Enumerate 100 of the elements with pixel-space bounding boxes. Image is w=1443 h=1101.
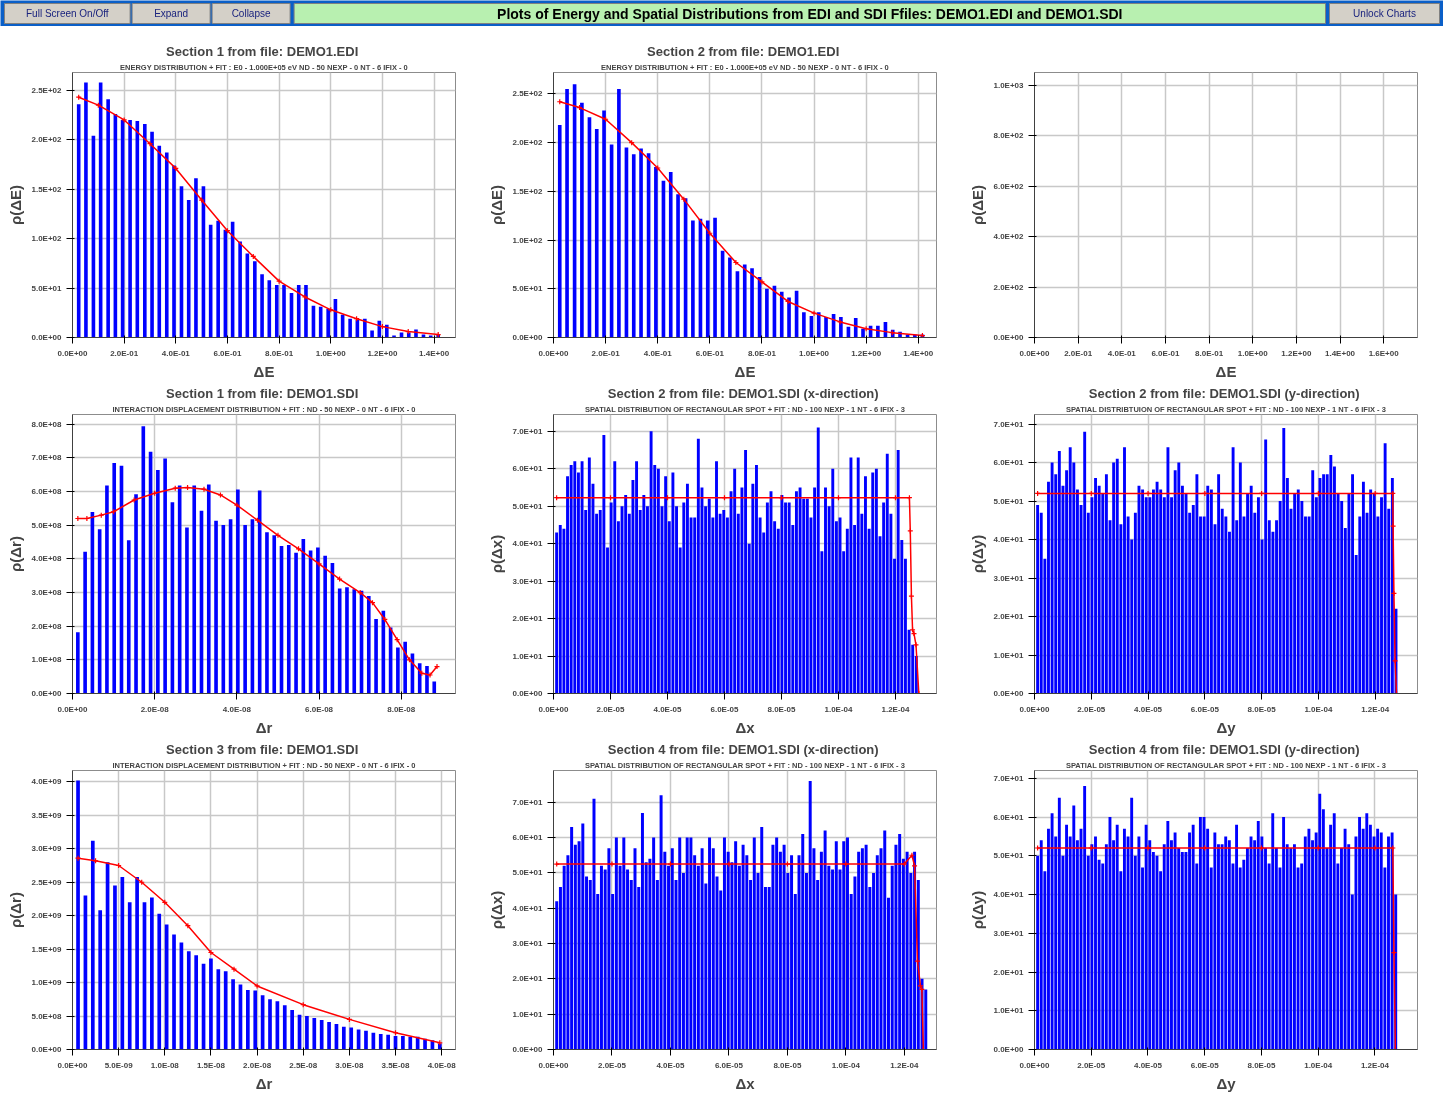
- x-tick-label: 2.0E-08: [243, 1060, 272, 1070]
- x-tick-label: 6.0E-05: [710, 704, 740, 714]
- text: Plots of Energy and Spatial Distributions from EDI and SDI Ffiles: DEMO1.EDI and DEMO1.SDI: [497, 5, 1123, 22]
- y-axis-title: ρ(ΔE): [488, 184, 506, 226]
- x-tick-label: 1.0E+00: [1237, 348, 1269, 358]
- x-tick-label: 2.0E-05: [1077, 704, 1106, 714]
- x-tick-label: 2.0E-05: [1077, 1060, 1106, 1070]
- x-tick-label: 2.0E-05: [597, 1060, 627, 1070]
- y-tick-label: 0.0E+00: [512, 689, 544, 698]
- y-tick-label: 4.0E+01: [512, 539, 544, 549]
- y-tick-label: 2.0E+01: [512, 614, 544, 624]
- y-tick-label: 2.0E+02: [512, 138, 544, 148]
- y-tick-label: 4.0E+01: [993, 535, 1025, 545]
- y-tick-label: 5.0E+08: [31, 1011, 63, 1021]
- y-tick-label: 5.0E+01: [993, 851, 1025, 861]
- x-tick-label: 4.0E-05: [656, 1060, 686, 1070]
- text: Unlock Charts: [1353, 8, 1416, 19]
- y-tick-label: 0.0E+00: [993, 689, 1025, 698]
- x-tick-label: 2.5E-08: [289, 1060, 318, 1070]
- y-tick-label: 2.0E+08: [31, 621, 63, 631]
- x-tick-label: 1.5E-08: [196, 1060, 226, 1070]
- y-tick-label: 5.0E+01: [512, 284, 544, 294]
- x-axis-title: Δr: [255, 1074, 273, 1092]
- y-axis-title: ρ(Δr): [7, 536, 25, 572]
- y-tick-label: 2.5E+02: [31, 85, 63, 95]
- x-tick-label: 3.5E-08: [381, 1060, 411, 1070]
- x-tick-label: 1.0E+00: [315, 348, 347, 358]
- y-tick-label: 6.0E+02: [993, 181, 1025, 191]
- chart-title: Section 1 from file: DEMO1.EDI: [166, 43, 359, 59]
- y-tick-label: 4.0E+08: [31, 554, 63, 564]
- y-tick-label: 7.0E+01: [512, 797, 544, 807]
- x-tick-label: 0.0E+00: [57, 348, 89, 358]
- x-tick-label: 8.0E-01: [1195, 348, 1224, 358]
- y-tick-label: 8.0E+02: [993, 131, 1025, 141]
- y-tick-label: 8.0E+08: [31, 419, 63, 429]
- y-tick-label: 5.0E+08: [31, 520, 63, 530]
- x-tick-label: 8.0E-08: [387, 704, 416, 714]
- chart-title: Section 2 from file: DEMO1.SDI (x-direction): [607, 385, 879, 401]
- x-axis-title: Δy: [1216, 1074, 1237, 1092]
- y-tick-label: 0.0E+00: [512, 1045, 544, 1054]
- y-tick-label: 2.0E+01: [512, 974, 544, 984]
- y-tick-label: 4.0E+01: [993, 890, 1025, 899]
- x-tick-label: 1.0E+00: [799, 348, 830, 358]
- y-axis-title: ρ(Δy): [969, 890, 987, 930]
- y-axis-title: ρ(Δx): [488, 534, 506, 574]
- x-tick-label: 0.0E+00: [57, 704, 89, 714]
- y-tick-label: 0.0E+00: [512, 333, 544, 342]
- y-tick-label: 3.0E+01: [512, 939, 544, 949]
- y-axis-title: ρ(Δr): [7, 892, 25, 928]
- x-tick-label: 8.0E-01: [265, 348, 294, 358]
- y-tick-label: 6.0E+01: [993, 458, 1025, 468]
- x-axis-title: Δr: [255, 718, 273, 736]
- x-tick-label: 3.0E-08: [335, 1060, 364, 1070]
- chart-title: Section 1 from file: DEMO1.SDI: [166, 385, 359, 401]
- text: Expand: [154, 8, 189, 19]
- y-tick-label: 1.0E+02: [512, 235, 544, 245]
- y-tick-label: 6.0E+08: [31, 487, 63, 497]
- x-tick-label: 0.0E+00: [57, 1060, 89, 1070]
- x-tick-label: 1.2E-04: [1361, 704, 1390, 714]
- y-tick-label: 1.0E+01: [993, 650, 1025, 660]
- x-tick-label: 2.0E-05: [596, 704, 626, 714]
- x-tick-label: 6.0E-05: [1190, 1060, 1220, 1070]
- x-tick-label: 8.0E-05: [1247, 704, 1277, 714]
- y-tick-label: 6.0E+01: [512, 833, 544, 843]
- x-axis-title: ΔE: [734, 362, 756, 380]
- x-tick-label: 1.6E+00: [1368, 348, 1400, 358]
- y-tick-label: 0.0E+00: [31, 689, 63, 698]
- y-tick-label: 3.5E+09: [31, 810, 63, 820]
- x-tick-label: 6.0E-05: [714, 1060, 744, 1070]
- x-tick-label: 1.2E-04: [890, 1060, 919, 1070]
- y-tick-label: 1.0E+02: [31, 234, 63, 244]
- y-axis-title: ρ(Δy): [969, 534, 987, 574]
- x-tick-label: 2.0E-08: [140, 704, 170, 714]
- x-tick-label: 4.0E-01: [161, 348, 191, 358]
- y-tick-label: 3.0E+09: [31, 844, 63, 854]
- x-tick-label: 6.0E-01: [1151, 348, 1180, 358]
- x-tick-label: 0.0E+00: [1019, 704, 1051, 714]
- x-tick-label: 4.0E-05: [1134, 704, 1163, 714]
- y-tick-label: 2.0E+02: [31, 135, 63, 145]
- chart-title: Section 4 from file: DEMO1.SDI (x-direction): [607, 741, 879, 757]
- x-tick-label: 1.4E+00: [903, 348, 934, 358]
- x-tick-label: 8.0E-05: [767, 704, 797, 714]
- x-tick-label: 0.0E+00: [538, 1060, 570, 1070]
- x-tick-label: 6.0E-01: [213, 348, 243, 358]
- x-tick-label: 1.2E+00: [367, 348, 398, 358]
- x-tick-label: 1.2E+00: [851, 348, 882, 358]
- y-tick-label: 1.5E+09: [31, 944, 63, 954]
- y-tick-label: 2.0E+02: [993, 282, 1025, 292]
- y-tick-label: 7.0E+08: [31, 453, 63, 463]
- y-tick-label: 2.5E+09: [31, 877, 63, 887]
- y-tick-label: 5.0E+01: [31, 283, 63, 293]
- y-tick-label: 2.5E+02: [512, 89, 544, 99]
- y-tick-label: 5.0E+01: [993, 496, 1025, 506]
- y-tick-label: 1.0E+08: [31, 655, 63, 665]
- x-tick-label: 6.0E-08: [305, 704, 334, 714]
- chart-title: Section 3 from file: DEMO1.SDI: [166, 741, 359, 757]
- y-tick-label: 5.0E+01: [512, 868, 544, 878]
- x-tick-label: 1.4E+00: [419, 348, 450, 358]
- y-tick-label: 6.0E+01: [512, 464, 544, 474]
- x-tick-label: 8.0E-05: [773, 1060, 802, 1070]
